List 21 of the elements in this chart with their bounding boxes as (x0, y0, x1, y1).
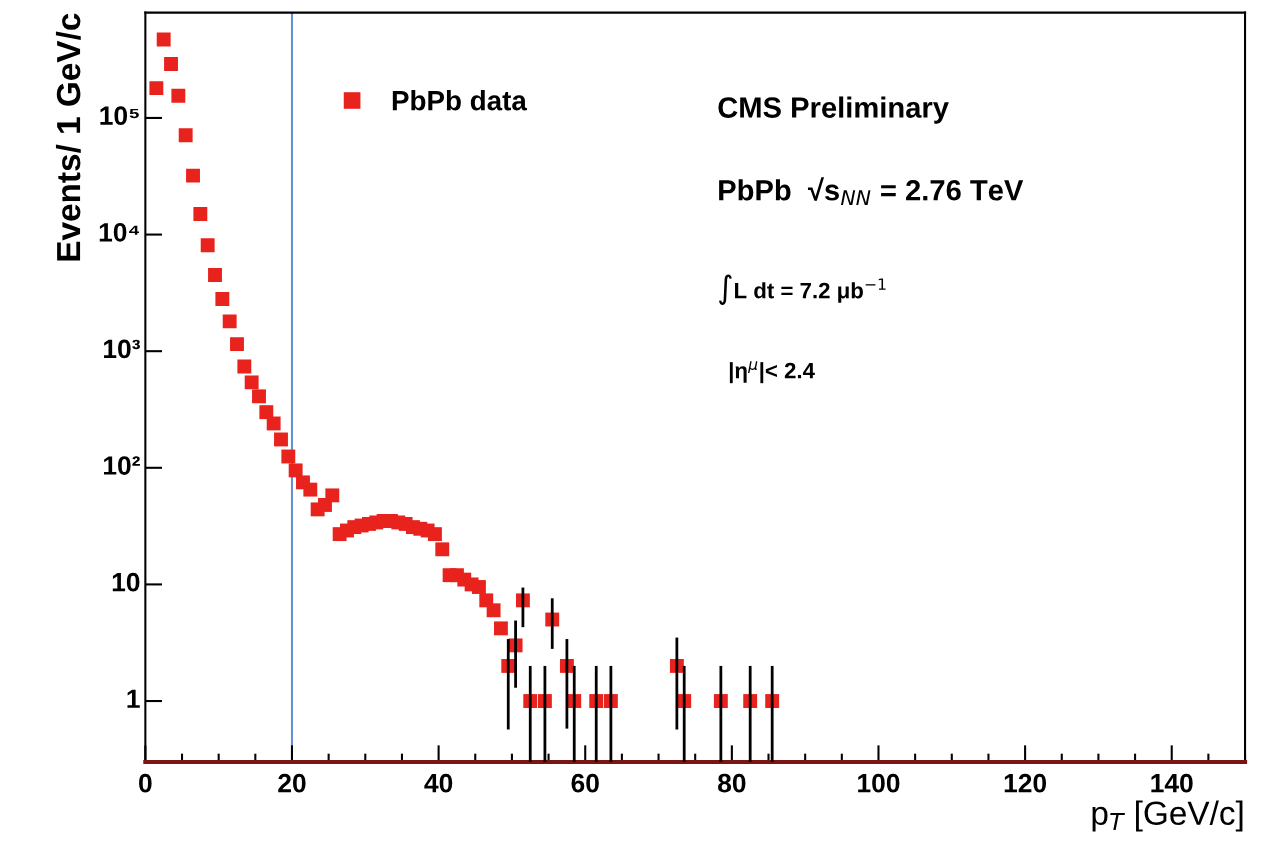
x-tick-label: 100 (858, 773, 900, 793)
y-tick-label: 10⁴ (99, 222, 140, 242)
x-tick-label: 140 (1151, 773, 1193, 793)
y-tick-label: 10² (104, 456, 140, 475)
y-tick-label: 10 (112, 572, 140, 592)
y-tick-label: 1 (127, 689, 140, 708)
x-tick-label: 120 (1004, 773, 1047, 793)
x-tick-label: 40 (424, 773, 453, 793)
annotation: ∫L dt = 7.2 μb$^{−1}$ (718, 274, 886, 305)
annotation: |η$^{μ}$|< 2.4 (729, 361, 815, 384)
y-tick-label: 10⁵ (100, 106, 139, 126)
x-tick-label: 0 (139, 773, 152, 793)
annotation: PbPb √s$_{NN}$ = 2.76 TeV (719, 177, 1024, 206)
x-tick-label: 60 (571, 773, 599, 793)
y-axis-title: Events/ 1 GeV/c (55, 13, 81, 261)
x-axis-title: p$_{T}$ [GeV/c] (1092, 800, 1243, 832)
x-tick-label: 20 (278, 773, 306, 793)
annotation: CMS Preliminary (718, 96, 949, 124)
legend-label: PbPb data (392, 90, 527, 111)
y-tick-label: 10³ (104, 339, 140, 359)
x-tick-label: 80 (718, 773, 746, 793)
